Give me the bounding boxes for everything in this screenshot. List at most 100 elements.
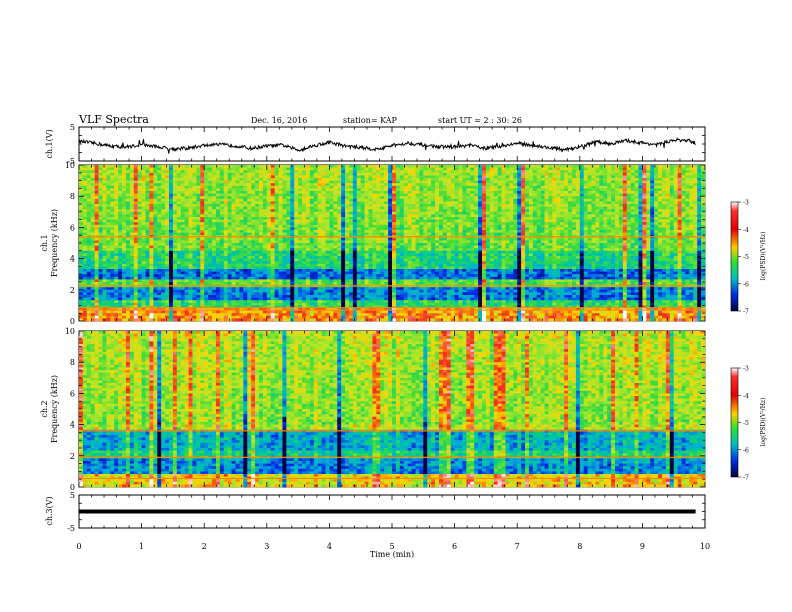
spectrogram-cell [368,222,373,226]
spectrogram-cell [478,224,483,228]
spectrogram-cell [208,243,213,246]
spectrogram-cell [255,193,260,197]
spectrogram-cell [247,180,252,184]
spectrogram-cell [161,188,166,192]
spectrogram-cell [595,222,600,226]
spectrogram-cell [325,206,330,210]
spectrogram-cell [611,165,616,168]
spectrogram-cell [579,196,585,200]
spectrogram-cell [356,167,361,171]
spectrogram-cell [595,183,600,187]
spectrogram-cell [399,196,405,200]
spectrogram-cell [407,237,412,241]
spectrogram-cell [317,219,322,223]
spectrogram-cell [192,209,197,213]
spectrogram-cell [129,227,135,231]
spectrogram-cell [431,193,436,197]
spectrogram-cell [227,214,232,218]
spectrogram-cell [603,188,608,192]
spectrogram-cell [661,243,667,246]
spectrogram-cell [673,214,678,218]
spectrogram-cell [626,165,631,168]
spectrogram-cell [223,224,228,228]
spectrogram-cell [348,204,354,207]
spectrogram-cell [431,170,436,174]
spectrogram-cell [638,224,643,228]
spectrogram-cell [423,198,428,202]
spectrogram-cell [552,201,557,205]
spectrogram-cell [86,188,92,192]
spectrogram-cell [528,230,534,233]
spectrogram-cell [415,201,420,205]
spectrogram-cell [615,180,620,184]
spectrogram-cell [407,172,412,176]
spectrogram-cell [403,201,408,205]
spectrogram-cell [513,183,518,187]
spectrogram-cell [654,170,659,174]
spectrogram-cell [501,217,506,220]
spectrogram-cell [118,243,123,246]
spectrogram-cell [697,217,702,220]
spectrogram-cell [243,167,248,171]
spectrogram-cell [501,209,506,213]
spectrogram-cell [368,167,373,171]
spectrogram-cell [298,185,303,189]
spectrogram-cell [650,198,655,202]
spectrogram-cell [521,175,526,179]
spectrogram-cell [188,191,193,194]
spectrogram-cell [587,185,592,189]
spectrogram-cell [571,196,577,200]
spectrogram-cell [427,227,432,231]
spectrogram-cell [642,193,647,197]
spectrogram-cell [478,227,483,231]
spectrogram-cell [658,232,663,236]
spectrogram-cell [399,185,405,189]
spectrogram-cell [94,196,99,200]
spectrogram-cell [196,224,201,228]
spectrogram-cell [431,165,436,168]
spectrogram-cell [517,165,522,168]
spectrogram-cell [618,243,624,246]
spectrogram-cell [435,206,440,210]
spectrogram-cell [251,180,256,184]
spectrogram-cell [313,224,318,228]
spectrogram-cell [364,204,369,207]
spectrogram-cell [243,214,248,218]
spectrogram-cell [137,193,142,197]
spectrogram-cell [368,240,373,244]
spectrogram-cell [513,209,518,213]
spectrogram-cell [302,211,307,215]
spectrogram-cell [392,183,397,187]
spectrogram-cell [180,217,185,220]
spectrogram-cell [384,167,389,171]
spectrogram-cell [98,237,103,241]
spectrogram-cell [497,209,502,213]
spectrogram-cell [489,183,495,187]
spectrogram-cell [317,230,322,233]
spectrogram-cell [611,193,616,197]
spectrogram-cell [388,165,393,168]
spectrogram-cell [372,170,377,174]
spectrogram-cell [701,185,706,189]
spectrogram-cell [239,224,244,228]
spectrogram-cell [215,191,221,194]
spectrogram-cell [548,237,553,241]
spectrogram-cell [266,165,272,168]
spectrogram-cell [227,243,232,246]
spectrogram-cell [528,167,534,171]
spectrogram-cell [368,209,373,213]
spectrogram-cell [231,214,236,218]
spectrogram-cell [587,209,592,213]
spectrogram-cell [658,178,663,181]
spectrogram-cell [223,183,228,187]
spectrogram-cell [556,196,561,200]
spectrogram-cell [638,191,643,194]
spectrogram-cell [278,232,283,236]
spectrogram-cell [446,232,451,236]
spectrogram-cell [329,201,334,205]
spectrogram-cell [466,193,471,197]
spectrogram-cell [689,165,694,168]
spectrogram-cell [212,237,217,241]
spectrogram-cell [313,165,318,168]
spectrogram-cell [587,191,592,194]
